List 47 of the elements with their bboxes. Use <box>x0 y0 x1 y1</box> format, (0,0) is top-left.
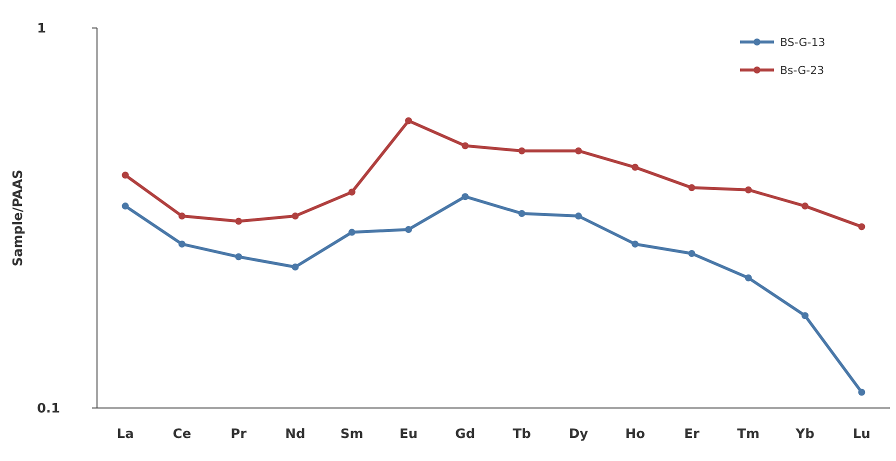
point <box>178 212 186 220</box>
x-tick-label: Er <box>684 427 700 442</box>
point <box>518 147 526 154</box>
point <box>405 226 412 233</box>
x-tick-label: Ho <box>625 427 646 442</box>
point <box>292 212 299 220</box>
point <box>518 210 526 217</box>
point <box>858 388 866 396</box>
x-tick-label: Pr <box>230 427 248 442</box>
point <box>688 184 696 192</box>
point <box>348 188 356 196</box>
point <box>574 212 582 220</box>
x-tick-label: Sm <box>340 427 364 442</box>
x-tick-label: Nd <box>285 427 306 442</box>
x-tick-label: Lu <box>852 427 870 442</box>
point <box>235 218 242 225</box>
point <box>858 223 866 230</box>
point <box>462 142 469 150</box>
x-tick-label: Dy <box>568 427 589 442</box>
x-tick-label: Ce <box>172 427 192 442</box>
point <box>632 164 639 171</box>
point <box>632 240 639 248</box>
point <box>744 274 752 282</box>
point <box>122 202 129 210</box>
point <box>688 250 696 258</box>
legend-label: BS-G-13 <box>780 36 826 49</box>
x-tick-label: Yb <box>794 427 814 442</box>
point <box>574 147 582 154</box>
point <box>122 172 129 179</box>
point <box>348 228 356 236</box>
point <box>235 253 242 260</box>
point <box>178 240 186 248</box>
point <box>802 202 809 210</box>
x-tick-label: Gd <box>455 427 476 442</box>
point <box>405 117 412 124</box>
point <box>462 193 469 200</box>
x-tick-label: La <box>116 427 134 442</box>
point <box>744 186 752 194</box>
x-tick-label: Tb <box>512 427 531 442</box>
x-tick-label: Eu <box>399 427 418 442</box>
y-tick-label: 1 <box>37 22 46 37</box>
legend-label: Bs-G-23 <box>780 64 824 77</box>
point <box>292 263 299 270</box>
y-tick-label: 0.1 <box>37 402 60 417</box>
x-tick-label: Tm <box>737 427 760 442</box>
y-axis-title: Sample/PAAS <box>11 170 26 266</box>
point <box>802 312 809 320</box>
